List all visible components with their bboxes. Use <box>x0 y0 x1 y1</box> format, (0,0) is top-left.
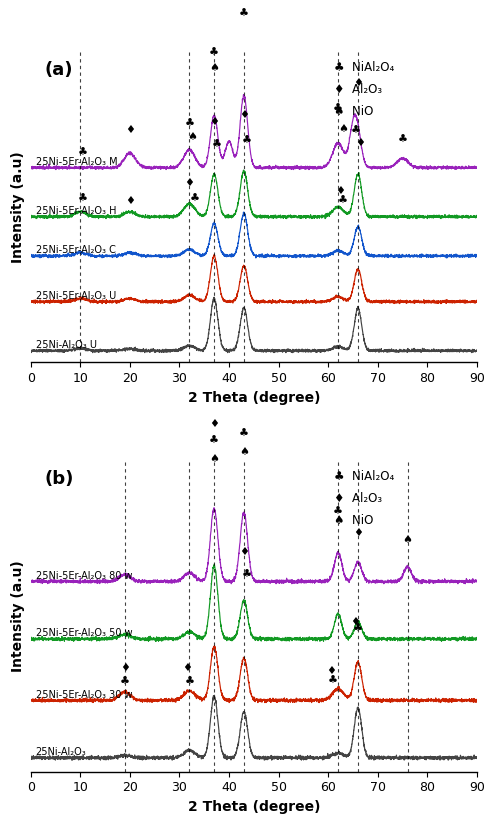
Text: (b): (b) <box>44 470 73 488</box>
Text: ♠: ♠ <box>209 454 219 464</box>
Text: ♣: ♣ <box>239 9 249 19</box>
Text: ♣: ♣ <box>398 135 408 145</box>
Text: ♣: ♣ <box>239 429 249 440</box>
Text: ♦: ♦ <box>185 178 194 188</box>
Text: ♣  NiAl₂O₄: ♣ NiAl₂O₄ <box>334 61 394 74</box>
Y-axis label: Intensity (a.u): Intensity (a.u) <box>11 151 25 263</box>
Text: ♦: ♦ <box>120 663 130 673</box>
Text: ♣: ♣ <box>212 140 222 150</box>
Text: ♠  NiO: ♠ NiO <box>334 105 373 118</box>
Text: ♦: ♦ <box>182 663 192 673</box>
Text: ♦: ♦ <box>209 117 219 127</box>
Text: 25Ni-5Er-Al₂O₃ 80 w: 25Ni-5Er-Al₂O₃ 80 w <box>36 571 132 581</box>
Text: ♣: ♣ <box>209 48 219 59</box>
Text: ♣: ♣ <box>338 196 348 206</box>
Text: ♣: ♣ <box>78 148 88 158</box>
Text: ♦: ♦ <box>239 547 249 557</box>
Text: 25Ni-5Er-Al₂O₃ 50 w: 25Ni-5Er-Al₂O₃ 50 w <box>36 628 132 639</box>
Text: ♦: ♦ <box>125 125 135 135</box>
Text: ♦  Al₂O₃: ♦ Al₂O₃ <box>334 492 382 505</box>
Text: ♦: ♦ <box>336 186 346 196</box>
Text: ♠: ♠ <box>403 535 413 545</box>
Text: 25Ni-5Er-Al₂O₃ C: 25Ni-5Er-Al₂O₃ C <box>36 245 116 255</box>
Text: ♦: ♦ <box>326 667 336 676</box>
Text: 25Ni-5Er-Al₂O₃ H: 25Ni-5Er-Al₂O₃ H <box>36 206 116 216</box>
Text: ♣: ♣ <box>185 120 194 130</box>
Text: ♠: ♠ <box>239 446 249 457</box>
Text: ♣: ♣ <box>209 436 219 446</box>
Text: ♣: ♣ <box>333 507 343 517</box>
Text: ♣: ♣ <box>78 194 88 204</box>
Text: 25Ni-Al₂O₃: 25Ni-Al₂O₃ <box>36 747 86 757</box>
Text: ♣: ♣ <box>333 104 343 114</box>
Text: 25Ni-5Er-Al₂O₃ U: 25Ni-5Er-Al₂O₃ U <box>36 291 116 301</box>
Text: ♣: ♣ <box>328 676 338 686</box>
X-axis label: 2 Theta (degree): 2 Theta (degree) <box>187 391 320 405</box>
Text: ♠: ♠ <box>338 124 348 134</box>
Text: ♣: ♣ <box>185 677 194 687</box>
Text: ♣: ♣ <box>189 194 199 204</box>
Text: ♠: ♠ <box>209 63 219 73</box>
Text: ♦: ♦ <box>125 196 135 205</box>
Text: ♦: ♦ <box>356 138 366 148</box>
Text: 25Ni-5Er-Al₂O₃ 30 w: 25Ni-5Er-Al₂O₃ 30 w <box>36 690 132 700</box>
Text: ♣: ♣ <box>242 135 251 146</box>
X-axis label: 2 Theta (degree): 2 Theta (degree) <box>187 800 320 814</box>
Text: ♠: ♠ <box>187 132 197 143</box>
Text: ♦: ♦ <box>351 617 361 627</box>
Text: ♣  NiAl₂O₄: ♣ NiAl₂O₄ <box>334 470 394 483</box>
Text: 25Ni-Al₂O₃ U: 25Ni-Al₂O₃ U <box>36 340 97 350</box>
Text: ♣: ♣ <box>353 624 363 634</box>
Text: ♣: ♣ <box>242 570 251 580</box>
Text: ♣: ♣ <box>351 126 361 136</box>
Y-axis label: Intensity (a.u): Intensity (a.u) <box>11 560 25 672</box>
Text: ♦: ♦ <box>209 419 219 429</box>
Text: (a): (a) <box>44 61 72 79</box>
Text: ♠  NiO: ♠ NiO <box>334 514 373 527</box>
Text: ♦: ♦ <box>353 528 363 538</box>
Text: 25Ni-5Er-Al₂O₃ M: 25Ni-5Er-Al₂O₃ M <box>36 157 117 167</box>
Text: ♣: ♣ <box>120 677 130 687</box>
Text: ♦: ♦ <box>239 111 249 120</box>
Text: ♦  Al₂O₃: ♦ Al₂O₃ <box>334 83 382 96</box>
Text: ♦: ♦ <box>353 78 363 87</box>
